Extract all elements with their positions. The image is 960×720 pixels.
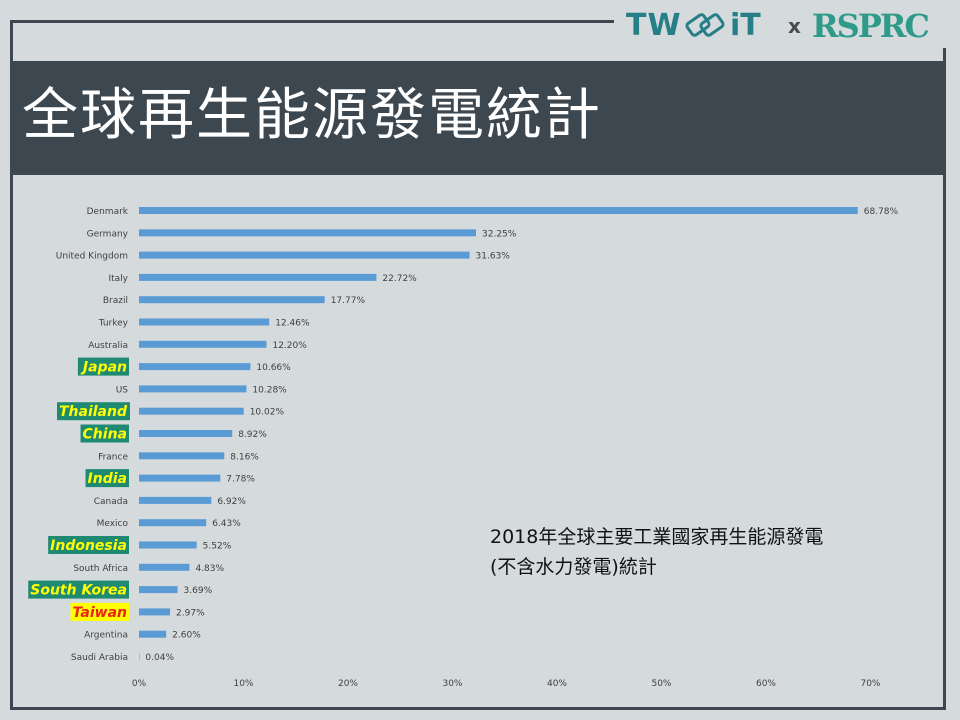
- bar-5: [139, 318, 270, 326]
- bar-17: [139, 586, 178, 594]
- data-label-16: 4.83%: [195, 564, 224, 574]
- bar-6: [139, 340, 267, 348]
- category-highlight-7: [77, 357, 130, 376]
- data-label-3: 22.72%: [382, 274, 417, 284]
- x-tick-label-1: 10%: [233, 679, 253, 689]
- x-tick-label-4: 40%: [547, 679, 567, 689]
- bar-15: [139, 541, 197, 549]
- category-label-13: Canada: [94, 497, 128, 507]
- title-bar: [13, 61, 946, 175]
- category-highlight-9: [57, 402, 130, 421]
- bar-2: [139, 251, 470, 259]
- bar-19: [139, 630, 167, 638]
- bar-4: [139, 296, 325, 304]
- category-label-14: Mexico: [97, 519, 129, 529]
- data-label-18: 2.97%: [176, 608, 205, 618]
- slide-frame: [10, 20, 946, 710]
- data-label-4: 17.77%: [331, 296, 366, 306]
- chart-annotation: 2018年全球主要工業國家再生能源發電 (不含水力發電)統計: [490, 522, 823, 582]
- category-label-8: US: [116, 385, 129, 395]
- bar-1: [139, 229, 477, 237]
- category-label-12: India: [88, 471, 127, 487]
- data-label-7: 10.66%: [256, 363, 291, 373]
- bar-7: [139, 363, 251, 371]
- x-tick-label-3: 30%: [442, 679, 462, 689]
- data-label-20: 0.04%: [145, 653, 174, 663]
- data-label-12: 7.78%: [226, 475, 255, 485]
- category-highlight-15: [48, 536, 129, 554]
- data-label-2: 31.63%: [476, 252, 511, 262]
- data-label-17: 3.69%: [184, 586, 213, 596]
- category-label-1: Germany: [87, 229, 129, 239]
- category-highlight-18: [70, 602, 130, 621]
- slide-title: 全球再生能源發電統計: [22, 83, 602, 148]
- category-label-7: Japan: [80, 360, 127, 376]
- annotation-line-1: 2018年全球主要工業國家再生能源發電: [490, 526, 824, 548]
- logo-separator: x: [788, 14, 801, 38]
- bar-18: [139, 608, 171, 616]
- category-label-11: France: [98, 452, 128, 462]
- logo-twit-text-b: iT: [730, 8, 761, 43]
- annotation-line-2: (不含水力發電)統計: [490, 556, 657, 578]
- x-tick-label-2: 20%: [338, 679, 358, 689]
- bar-3: [139, 273, 377, 281]
- category-label-15: Indonesia: [50, 538, 127, 554]
- bar-0: [139, 207, 858, 214]
- data-label-13: 6.92%: [217, 497, 246, 507]
- data-label-14: 6.43%: [212, 519, 241, 529]
- bar-14: [139, 519, 207, 527]
- bar-12: [139, 474, 221, 482]
- data-label-9: 10.02%: [250, 408, 285, 418]
- logo-twit-text-a: TW: [626, 8, 682, 43]
- x-tick-label-7: 70%: [860, 679, 880, 689]
- category-label-3: Italy: [108, 274, 128, 284]
- x-tick-label-0: 0%: [132, 679, 147, 689]
- category-label-19: Argentina: [84, 631, 128, 641]
- category-label-5: Turkey: [98, 319, 129, 329]
- data-label-6: 12.20%: [272, 341, 307, 351]
- data-label-10: 8.92%: [238, 430, 267, 440]
- data-label-19: 2.60%: [172, 631, 201, 641]
- bar-10: [139, 430, 233, 437]
- category-highlight-17: [28, 580, 129, 599]
- logo: TW iT x RSPRC: [614, 6, 946, 48]
- category-highlight-10: [80, 424, 129, 443]
- logo-rsprc-text: RSPRC: [812, 7, 930, 45]
- category-label-10: China: [83, 427, 127, 443]
- data-label-11: 8.16%: [230, 452, 259, 462]
- category-label-17: South Korea: [30, 583, 127, 599]
- category-label-0: Denmark: [87, 207, 129, 217]
- data-label-1: 32.25%: [482, 229, 517, 239]
- data-label-0: 68.78%: [864, 207, 899, 217]
- category-highlight-12: [85, 469, 129, 488]
- bar-16: [139, 563, 190, 571]
- bar-13: [139, 496, 212, 504]
- category-label-20: Saudi Arabia: [71, 653, 128, 663]
- category-label-18: Taiwan: [73, 605, 128, 621]
- bar-9: [139, 407, 244, 415]
- category-label-16: South Africa: [73, 564, 128, 574]
- bar-8: [139, 385, 247, 393]
- category-label-4: Brazil: [103, 296, 128, 306]
- category-label-9: Thailand: [59, 404, 128, 420]
- data-label-5: 12.46%: [275, 319, 310, 329]
- data-label-8: 10.28%: [252, 385, 287, 395]
- category-label-6: Australia: [88, 341, 128, 351]
- link-chain-icon: [682, 6, 730, 50]
- category-label-2: United Kingdom: [56, 252, 128, 262]
- x-tick-label-6: 60%: [756, 679, 776, 689]
- bar-11: [139, 452, 225, 460]
- x-tick-label-5: 50%: [651, 679, 671, 689]
- data-label-15: 5.52%: [203, 542, 232, 552]
